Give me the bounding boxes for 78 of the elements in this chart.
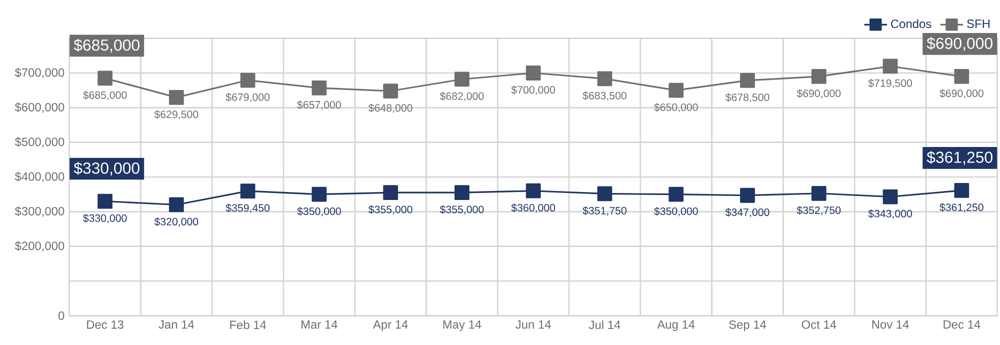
point bbox=[383, 185, 398, 200]
point bbox=[740, 73, 755, 88]
y-tick-label: $200,000 bbox=[14, 241, 64, 252]
point bbox=[740, 188, 755, 203]
point bbox=[526, 66, 541, 80]
point bbox=[954, 182, 970, 198]
data-label: $355,000 bbox=[368, 205, 412, 215]
point bbox=[240, 184, 256, 198]
data-label: $648,000 bbox=[368, 104, 412, 113]
point bbox=[668, 82, 684, 98]
x-tick-label: Apr 14 bbox=[372, 320, 408, 332]
data-label: $700,000 bbox=[511, 86, 556, 95]
y-tick-label: $500,000 bbox=[14, 137, 64, 148]
data-label: $350,000 bbox=[654, 207, 698, 216]
point bbox=[811, 186, 826, 201]
point bbox=[312, 80, 327, 96]
data-label: $657,000 bbox=[297, 100, 341, 110]
annotation: $685,000 bbox=[74, 38, 140, 53]
data-label: $682,000 bbox=[440, 92, 484, 102]
point bbox=[454, 72, 470, 87]
data-label: $650,000 bbox=[654, 103, 698, 112]
data-label: $350,000 bbox=[297, 207, 341, 216]
data-label: $690,000 bbox=[940, 89, 984, 98]
point bbox=[882, 58, 898, 74]
data-label: $361,250 bbox=[940, 203, 984, 212]
data-label: $352,750 bbox=[796, 206, 841, 216]
y-tick-label: $700,000 bbox=[14, 68, 64, 78]
x-tick-label: Sep 14 bbox=[729, 320, 766, 332]
point bbox=[383, 84, 398, 98]
data-label: $679,000 bbox=[226, 92, 270, 102]
x-tick-label: Nov 14 bbox=[872, 320, 909, 329]
x-tick-label: Dec 13 bbox=[87, 320, 124, 329]
point bbox=[98, 70, 112, 86]
data-label: $320,000 bbox=[154, 217, 198, 227]
data-label: $690,000 bbox=[796, 89, 841, 98]
annotation: $361,250 bbox=[926, 151, 992, 165]
x-tick-label: Jan 14 bbox=[158, 320, 194, 329]
x-tick-label: Oct 14 bbox=[802, 320, 836, 329]
point bbox=[312, 186, 327, 202]
point bbox=[454, 185, 470, 200]
point bbox=[168, 197, 184, 212]
point bbox=[526, 183, 541, 198]
annotation: $690,000 bbox=[926, 37, 992, 51]
data-label: $330,000 bbox=[82, 214, 127, 224]
point bbox=[882, 189, 898, 204]
y-tick-label: 0 bbox=[58, 311, 64, 320]
data-label: $359,450 bbox=[226, 204, 270, 213]
data-label: $629,500 bbox=[154, 110, 198, 120]
x-tick-label: Dec 14 bbox=[944, 320, 980, 329]
point bbox=[597, 71, 612, 86]
data-label: $355,000 bbox=[440, 205, 484, 215]
y-tick-label: $400,000 bbox=[14, 172, 64, 182]
point bbox=[98, 194, 112, 209]
x-tick-label: Feb 14 bbox=[230, 320, 266, 330]
data-label: $678,500 bbox=[725, 93, 770, 102]
data-label: $719,500 bbox=[868, 78, 912, 88]
legend-label: SFH bbox=[967, 19, 990, 28]
data-label: $360,000 bbox=[511, 204, 556, 213]
x-tick-label: May 14 bbox=[443, 320, 482, 332]
y-tick-label: $600,000 bbox=[14, 102, 64, 113]
point bbox=[954, 69, 970, 84]
point bbox=[597, 186, 612, 202]
point bbox=[168, 90, 184, 105]
y-tick-label: $300,000 bbox=[14, 206, 64, 217]
data-label: $343,000 bbox=[868, 209, 912, 219]
annotation: $330,000 bbox=[74, 162, 140, 176]
data-label: $351,750 bbox=[582, 206, 626, 216]
data-label: $683,500 bbox=[582, 91, 626, 101]
x-tick-label: Jun 14 bbox=[516, 320, 551, 329]
point bbox=[811, 69, 826, 84]
data-label: $347,000 bbox=[725, 208, 770, 218]
data-label: $685,000 bbox=[82, 90, 127, 100]
legend-label: Condos bbox=[891, 19, 932, 28]
x-tick-label: Jul 14 bbox=[588, 320, 620, 330]
x-tick-label: Mar 14 bbox=[302, 320, 338, 329]
point bbox=[240, 72, 256, 88]
point bbox=[668, 186, 684, 202]
x-tick-label: Aug 14 bbox=[657, 320, 695, 332]
